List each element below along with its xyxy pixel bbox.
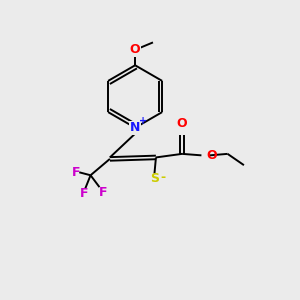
Text: +: + [139, 116, 147, 126]
Text: S: S [150, 172, 159, 185]
Text: F: F [80, 187, 88, 200]
Text: O: O [177, 117, 188, 130]
Text: N: N [130, 121, 140, 134]
Text: F: F [99, 186, 107, 199]
Text: F: F [72, 166, 80, 179]
Text: O: O [206, 149, 217, 162]
Text: O: O [130, 43, 140, 56]
Text: -: - [160, 170, 165, 184]
